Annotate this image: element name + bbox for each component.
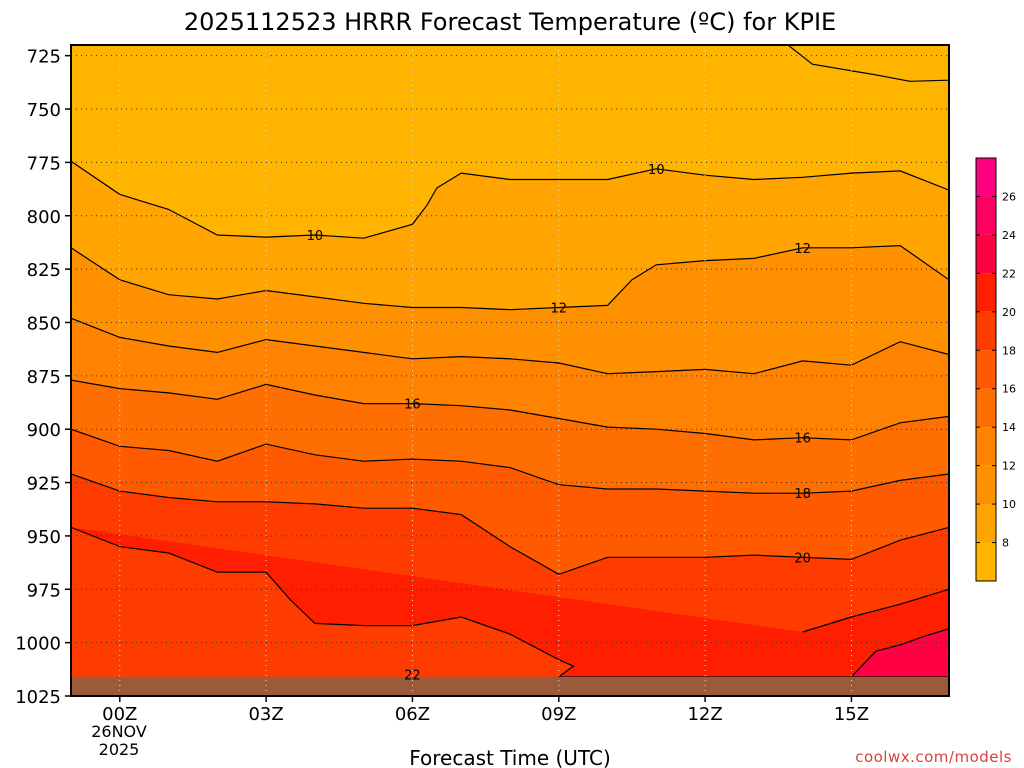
contour-label-text: 10: [648, 163, 665, 178]
y-tick-label: 1000: [15, 634, 61, 655]
contour-label: 20: [794, 551, 811, 566]
contour-label: 10: [648, 163, 665, 178]
x-tick-label: 00Z: [102, 704, 137, 725]
contour-label-text: 10: [307, 229, 324, 244]
credit-text: coolwx.com/models: [855, 748, 1012, 766]
colorbar-swatch: [976, 311, 996, 351]
colorbar-swatch: [976, 350, 996, 389]
band-8: [788, 45, 949, 82]
colorbar-tick-label: 12: [1002, 460, 1016, 473]
colorbar-frame: [975, 157, 997, 582]
band-24: [851, 628, 949, 677]
colorbar-tick-label: 8: [1002, 537, 1009, 550]
y-tick-label: 725: [27, 47, 61, 68]
contour-label-text: 20: [794, 551, 811, 566]
gridlines: [71, 45, 949, 696]
date-label-year: 2025: [99, 740, 140, 759]
y-tick-label: 775: [27, 153, 61, 174]
contour-lines: [71, 45, 949, 678]
contour-24: [850, 628, 949, 678]
surface-strip-fill: [71, 676, 949, 696]
x-tick-label: 06Z: [395, 704, 430, 725]
colorbar-tick-label: 20: [1002, 306, 1016, 319]
colorbar-tick-label: 10: [1002, 498, 1016, 511]
contour-16: [71, 379, 949, 441]
y-tick-label: 800: [27, 207, 61, 228]
contour-18: [71, 428, 949, 494]
contour-label: 12: [794, 242, 811, 257]
contour-label: 12: [551, 302, 568, 317]
colorbar-tick-label: 26: [1002, 190, 1016, 203]
y-tick-label: 925: [27, 474, 61, 495]
temperature-fills: [71, 45, 949, 696]
colorbar-tick-label: 16: [1002, 383, 1016, 396]
colorbar-tick-label: 18: [1002, 344, 1016, 357]
colorbar-swatch: [976, 504, 996, 543]
x-tick-label: 15Z: [834, 704, 869, 725]
contour-22: [71, 526, 949, 678]
contour-label-text: 12: [551, 302, 568, 317]
contour-20: [71, 473, 949, 575]
colorbar: 8 10 12 14 16 18 20 22 24 26: [975, 157, 1016, 582]
plot-frame: [70, 44, 950, 697]
y-tick-label: 875: [27, 367, 61, 388]
y-tick-label: 950: [27, 527, 61, 548]
y-tick-label: 900: [27, 420, 61, 441]
contour-label: 18: [794, 487, 811, 502]
colorbar-swatch: [976, 158, 996, 197]
colorbar-swatch: [976, 542, 996, 581]
contour-label-text: 12: [794, 242, 811, 257]
colorbar-swatch: [976, 234, 996, 274]
band-22: [71, 527, 949, 677]
colorbar-swatch: [976, 465, 996, 505]
y-tick-label: 975: [27, 580, 61, 601]
contour-10: [71, 160, 949, 239]
x-axis-label: Forecast Time (UTC): [409, 746, 611, 768]
x-tick-label: 03Z: [248, 704, 283, 725]
contour-labels: 10 10 12 12 16 16 18 20 22: [307, 163, 811, 684]
contour-8: [787, 45, 949, 82]
contour-14: [71, 317, 949, 375]
contour-label: 16: [794, 432, 811, 447]
contour-label: 16: [404, 398, 421, 413]
y-axis: 725 750 775 800 825 850 875 900 925 950 975 1000 102…: [15, 47, 71, 708]
colorbar-tick-label: 24: [1002, 229, 1016, 242]
contour-label-text: 18: [794, 487, 811, 502]
y-tick-label: 1025: [15, 687, 61, 708]
y-tick-label: 850: [27, 313, 61, 334]
y-tick-label: 825: [27, 260, 61, 281]
date-label-day: 26NOV: [91, 722, 147, 741]
y-tick-label: 750: [27, 100, 61, 121]
x-tick-label: 12Z: [687, 704, 722, 725]
colorbar-swatch: [976, 273, 996, 312]
x-tick-label: 09Z: [541, 704, 576, 725]
colorbar-tick-label: 14: [1002, 421, 1016, 434]
surface-strip: [71, 676, 949, 696]
contour-label: 10: [307, 229, 324, 244]
colorbar-swatch: [976, 388, 996, 428]
contour-label-text: 16: [404, 398, 421, 413]
contour-label-text: 22: [404, 669, 421, 684]
colorbar-swatch: [976, 196, 996, 235]
contour-12: [71, 244, 949, 311]
colorbar-tick-label: 22: [1002, 267, 1016, 280]
colorbar-swatch: [976, 427, 996, 466]
plot-area: 10 10 12 12 16 16 18 20 22: [70, 44, 950, 697]
chart-title: 2025112523 HRRR Forecast Temperature (ºC…: [184, 8, 836, 36]
x-axis: 00Z 03Z 06Z 09Z 12Z 15Z: [102, 696, 869, 725]
contour-label: 22: [404, 669, 421, 684]
contour-label-text: 16: [794, 432, 811, 447]
